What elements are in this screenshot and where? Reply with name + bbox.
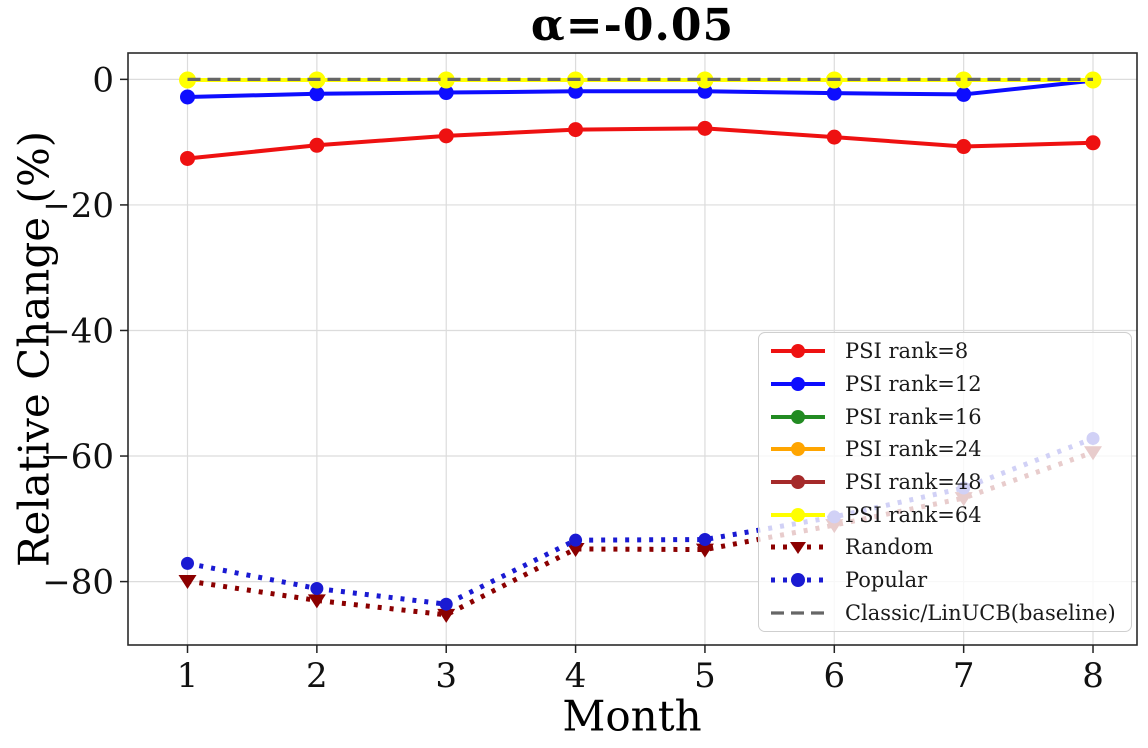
x-tick-label: 3: [435, 656, 457, 696]
y-tick-label: −40: [42, 311, 114, 351]
legend-item: Random: [769, 531, 1131, 564]
data-point-marker: [310, 581, 324, 595]
data-point-marker: [1085, 135, 1101, 151]
legend-item: PSI rank=24: [769, 433, 1131, 466]
x-axis-label: Month: [562, 691, 702, 741]
x-tick-label: 8: [1082, 656, 1104, 696]
data-point-marker: [438, 128, 454, 144]
series-line: [187, 436, 1094, 607]
data-point-marker: [439, 597, 453, 611]
data-point-marker: [566, 542, 585, 557]
legend-item: Classic/LinUCB(baseline): [769, 596, 1131, 629]
data-point-marker: [438, 85, 454, 101]
legend: PSI rank=8 PSI rank=12 PSI rank=16 PSI rank…: [758, 332, 1132, 632]
legend-label: PSI rank=48: [845, 470, 982, 495]
plot-frame: [127, 52, 1138, 646]
legend-line-sample: [771, 377, 825, 391]
data-point-marker: [180, 89, 196, 105]
data-point-marker: [697, 120, 713, 136]
legend-line-sample: [771, 475, 825, 490]
legend-line-sample: [771, 344, 825, 359]
legend-label: Popular: [845, 568, 928, 593]
legend-item: PSI rank=16: [769, 400, 1131, 433]
legend-line-sample: [771, 409, 825, 424]
legend-line-sample: [771, 611, 825, 615]
data-point-marker: [437, 71, 455, 89]
data-point-marker: [956, 139, 972, 155]
legend-item: PSI rank=64: [769, 498, 1131, 531]
legend-item: PSI rank=48: [769, 466, 1131, 499]
series-line: [187, 126, 1094, 161]
legend-line-sample: [771, 442, 825, 457]
data-point-marker: [696, 71, 714, 89]
y-tick-label: −20: [42, 186, 114, 226]
legend-label: PSI rank=12: [845, 372, 982, 396]
legend-item: Popular: [769, 564, 1131, 597]
legend-line-sample: [771, 542, 825, 555]
legend-label: Classic/LinUCB(baseline): [845, 600, 1116, 625]
chart-title: α=-0.05: [530, 0, 735, 51]
data-point-marker: [180, 150, 196, 166]
x-tick-label: 2: [306, 656, 328, 696]
data-point-marker: [181, 556, 195, 570]
y-tick-label: −80: [42, 563, 114, 603]
data-point-marker: [698, 533, 712, 547]
data-point-marker: [307, 594, 326, 609]
data-point-marker: [568, 122, 584, 138]
x-tick-label: 6: [823, 656, 845, 696]
data-point-marker: [569, 533, 583, 547]
series-line: [187, 78, 1094, 99]
y-axis-label: Relative Change (%): [9, 130, 59, 568]
data-point-marker: [955, 71, 973, 89]
x-tick-label: 5: [694, 656, 716, 696]
y-tick-label: 0: [92, 60, 114, 100]
x-tick-label: 4: [565, 656, 587, 696]
data-point-marker: [309, 86, 325, 102]
data-point-marker: [826, 129, 842, 145]
legend-label: Random: [845, 535, 934, 560]
legend-item: PSI rank=12: [769, 368, 1131, 401]
data-point-marker: [178, 574, 197, 589]
data-point-marker: [826, 85, 842, 101]
y-tick-label: −60: [42, 437, 114, 477]
legend-label: PSI rank=24: [845, 437, 982, 462]
data-point-marker: [309, 137, 325, 153]
x-tick-label: 7: [953, 656, 975, 696]
legend-label: PSI rank=64: [845, 502, 982, 527]
data-point-marker: [956, 86, 972, 102]
legend-label: PSI rank=8: [845, 339, 969, 364]
data-point-marker: [695, 543, 714, 558]
data-point-marker: [437, 608, 456, 623]
series-line: [187, 449, 1094, 618]
legend-item: PSI rank=8: [769, 335, 1131, 368]
legend-label: PSI rank=16: [845, 404, 982, 429]
x-tick-label: 1: [177, 656, 199, 696]
legend-line-sample: [771, 573, 825, 588]
legend-line-sample: [771, 507, 825, 522]
